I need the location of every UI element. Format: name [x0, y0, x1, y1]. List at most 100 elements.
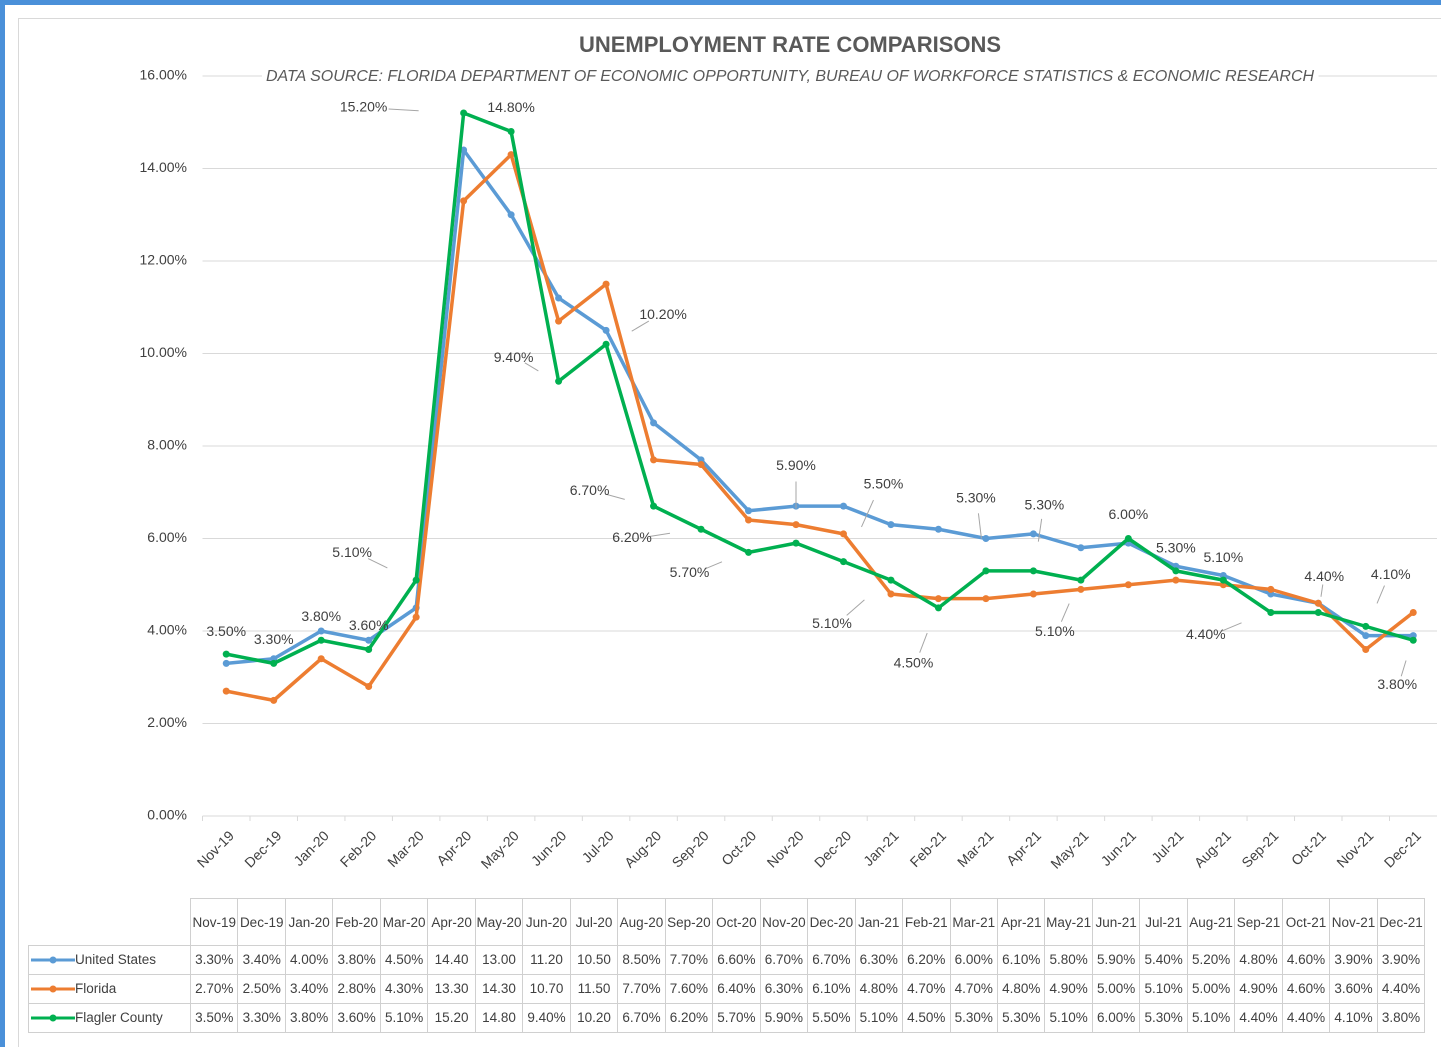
table-header-cell: Aug-21	[1186, 898, 1236, 946]
leader-line	[1037, 518, 1043, 542]
table-cell: 3.30%	[189, 945, 239, 975]
x-tick-label: May-21	[1047, 827, 1091, 871]
x-tick-label: Feb-21	[906, 827, 949, 870]
table-cell: 7.60%	[664, 974, 714, 1004]
data-point	[1124, 581, 1132, 589]
x-tick-label: Aug-20	[621, 827, 664, 870]
table-cell: 3.90%	[1376, 945, 1426, 975]
table-header-cell: Jan-21	[854, 898, 904, 946]
table-cell: 10.70	[522, 974, 571, 1004]
table-cell: 6.10%	[996, 945, 1046, 975]
table-cell: 3.40%	[284, 974, 334, 1004]
leader-line	[1376, 585, 1385, 604]
table-cell: 5.10%	[1186, 1003, 1236, 1033]
data-point	[982, 567, 990, 575]
x-tick-label: Aug-21	[1191, 827, 1234, 870]
table-header-cell: Jul-21	[1139, 898, 1188, 946]
table-header-cell: Apr-21	[996, 898, 1046, 946]
table-cell: 5.90%	[759, 1003, 809, 1033]
table-cell: 4.80%	[854, 974, 904, 1004]
data-point	[1409, 609, 1417, 616]
table-cell: 5.50%	[807, 1003, 856, 1033]
table-row-label: Flagler County	[28, 1003, 191, 1033]
x-tick-label: Jun-20	[528, 827, 570, 869]
data-point	[412, 576, 420, 584]
leader-line	[1320, 584, 1324, 597]
table-cell: 4.40%	[1234, 1003, 1283, 1033]
table-header-cell: Mar-20	[379, 898, 429, 946]
data-point	[555, 317, 563, 325]
data-point	[365, 646, 373, 653]
x-tick-label: Dec-20	[811, 827, 854, 870]
table-row: United States 3.30% 3.40% 4.00% 3.80% 4.50% 14…	[28, 945, 1426, 975]
table-cell: 8.50%	[617, 945, 666, 975]
table-cell: 5.80%	[1044, 945, 1093, 975]
table-header-cell: Feb-21	[902, 898, 951, 946]
x-tick-label: Jan-21	[860, 827, 902, 869]
data-point	[650, 502, 658, 510]
data-point	[745, 516, 753, 524]
table-cell: 4.40%	[1376, 974, 1426, 1004]
table-header-cell: Sep-21	[1234, 898, 1283, 946]
data-point	[934, 604, 942, 612]
data-point	[317, 627, 325, 635]
data-point	[460, 197, 468, 205]
table-header-cell: Feb-20	[332, 898, 381, 946]
data-point	[982, 595, 990, 603]
data-label: 5.10%	[812, 615, 852, 631]
table-cell: 3.50%	[189, 1003, 239, 1033]
table-cell: 4.80%	[996, 974, 1046, 1004]
table-header-cell: Aug-20	[617, 898, 666, 946]
table-cell: 5.30%	[1139, 1003, 1188, 1033]
table-row: Florida 2.70% 2.50% 3.40% 2.80% 4.30% 13.30 14.…	[28, 974, 1426, 1004]
y-tick-label: 6.00%	[147, 529, 187, 545]
data-point	[839, 530, 847, 538]
table-cell: 6.60%	[712, 945, 761, 975]
table-cell: 3.90%	[1329, 945, 1378, 975]
table-cell: 6.40%	[712, 974, 761, 1004]
table-cell: 6.00%	[1091, 1003, 1141, 1033]
table-header-cell: Sep-20	[664, 898, 714, 946]
data-point	[1124, 535, 1132, 542]
table-cell: 4.60%	[1281, 945, 1331, 975]
table-header-cell: Jun-20	[522, 898, 571, 946]
table-header-cell: Nov-19	[189, 898, 239, 946]
data-label: 9.40%	[494, 349, 534, 365]
table-header-cell: Jan-20	[284, 898, 334, 946]
y-tick-label: 2.00%	[147, 714, 187, 730]
x-tick-label: Apr-20	[433, 827, 474, 868]
data-label: 15.20%	[340, 99, 387, 115]
data-label: 3.60%	[349, 617, 389, 633]
legend-marker	[49, 1014, 57, 1022]
table-cell: 3.60%	[332, 1003, 381, 1033]
table-cell: 5.20%	[1186, 945, 1236, 975]
data-label: 6.20%	[612, 529, 652, 545]
x-tick-label: Nov-21	[1333, 827, 1376, 870]
data-point	[317, 655, 325, 663]
data-point	[934, 525, 942, 533]
data-point	[887, 590, 895, 598]
table-cell: 6.30%	[854, 945, 904, 975]
leader-line	[1221, 622, 1242, 632]
table-cell: 3.30%	[237, 1003, 286, 1033]
legend-marker	[49, 985, 57, 993]
data-point	[1172, 567, 1180, 575]
legend-label: Florida	[75, 981, 117, 996]
data-label: 3.50%	[206, 623, 246, 639]
data-label: 5.70%	[670, 564, 710, 580]
table-row: Flagler County 3.50% 3.30% 3.80% 3.60% 5.10% 1…	[28, 1003, 1426, 1033]
x-tick-label: Dec-21	[1381, 827, 1424, 870]
data-point	[222, 687, 230, 695]
data-label: 6.00%	[1109, 506, 1149, 522]
subtitle-background	[261, 68, 1319, 86]
table-cell: 4.50%	[379, 945, 429, 975]
leader-line	[1060, 603, 1070, 622]
data-point	[1077, 576, 1085, 584]
table-cell: 2.70%	[189, 974, 239, 1004]
x-tick-label: Jun-21	[1098, 827, 1140, 869]
x-tick-label: Mar-21	[954, 827, 997, 870]
table-cell: 5.30%	[949, 1003, 998, 1033]
table-header-cell: Dec-21	[1376, 898, 1426, 946]
data-point	[887, 521, 895, 529]
leader-line	[1400, 660, 1407, 677]
